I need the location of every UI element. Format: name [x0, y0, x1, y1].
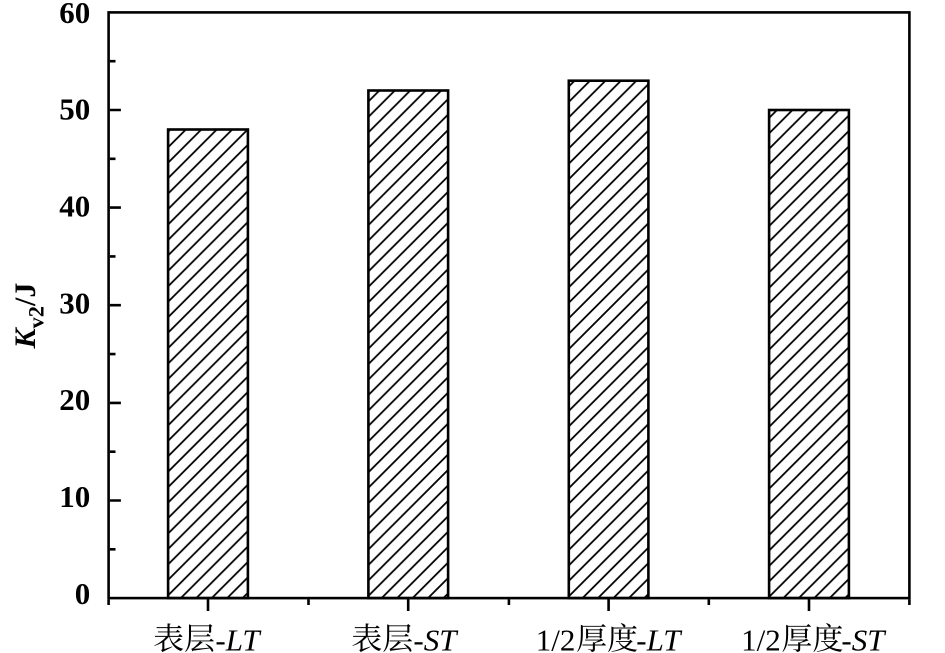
svg-text:0: 0 — [75, 576, 91, 611]
svg-text:-ST: -ST — [841, 622, 887, 653]
svg-text:1/2: 1/2 — [536, 622, 576, 653]
svg-text:1/2: 1/2 — [741, 622, 781, 653]
svg-text:-LT: -LT — [215, 622, 262, 653]
svg-text:20: 20 — [59, 382, 90, 417]
svg-text:30: 30 — [59, 285, 90, 320]
svg-text:40: 40 — [59, 189, 90, 224]
svg-text:-ST: -ST — [413, 622, 459, 653]
svg-text:-LT: -LT — [636, 622, 683, 653]
svg-text:50: 50 — [59, 92, 90, 127]
svg-text:10: 10 — [59, 479, 90, 514]
svg-text:Kv2/J: Kv2/J — [9, 283, 48, 350]
svg-text:60: 60 — [59, 0, 90, 30]
